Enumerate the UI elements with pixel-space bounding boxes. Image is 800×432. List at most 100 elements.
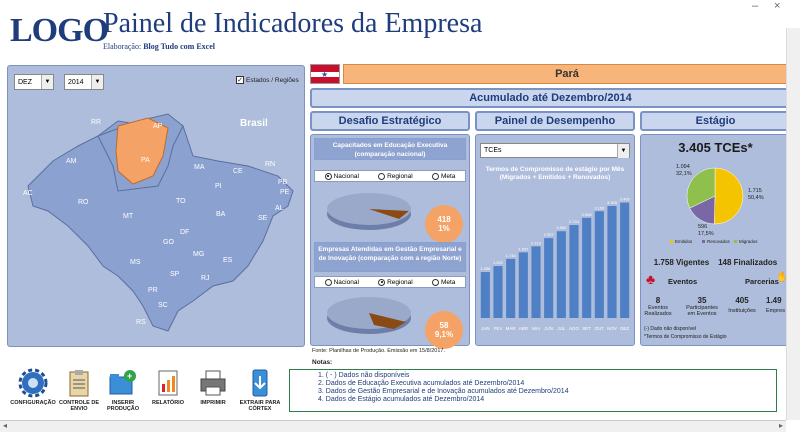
minimize-button[interactable]: – — [752, 0, 759, 12]
card2-radio-nacional[interactable]: Nacional — [324, 278, 359, 286]
state-label-sc[interactable]: SC — [158, 302, 168, 309]
state-label-mt[interactable]: MT — [123, 213, 134, 220]
participantes-label: Participantes em Eventos — [686, 305, 718, 317]
country-label: Brasil — [240, 118, 268, 129]
state-label-mg[interactable]: MG — [193, 251, 204, 258]
state-label-ap[interactable]: AP — [153, 123, 163, 130]
state-label-pi[interactable]: PI — [215, 183, 222, 190]
state-label-go[interactable]: GO — [163, 239, 174, 246]
radio-icon[interactable] — [431, 278, 439, 286]
x-tick-label: SET — [582, 326, 591, 331]
state-label-ac[interactable]: AC — [23, 190, 33, 197]
state-label-ma[interactable]: MA — [194, 164, 205, 171]
notes-label: Notas: — [312, 359, 333, 366]
legend-swatch — [734, 240, 737, 243]
x-tick-label: JUN — [544, 326, 553, 331]
inserir-producao-button[interactable]: + INSERIR PRODUÇÃO — [102, 368, 144, 412]
radio-label: Meta — [440, 172, 456, 180]
toolbar-label: EXTRAIR PARA CÓRTEX — [239, 400, 281, 412]
extrair-cortex-button[interactable]: EXTRAIR PARA CÓRTEX — [238, 368, 282, 412]
state-label-ba[interactable]: BA — [216, 211, 226, 218]
controle-envio-button[interactable]: CONTROLE DE ENVIO — [58, 368, 100, 412]
card2-pct: 9,1% — [434, 330, 454, 339]
chevron-down-icon[interactable]: ▼ — [617, 144, 629, 158]
state-label-es[interactable]: ES — [223, 257, 233, 264]
x-tick-label: AGO — [569, 326, 580, 331]
card2-radio-meta[interactable]: Meta — [431, 278, 455, 286]
pie-value-label: 596 — [698, 224, 707, 230]
radio-icon[interactable] — [431, 172, 439, 180]
empresas: 1.49 — [766, 296, 782, 305]
bar-value-label: 1.744 — [506, 253, 517, 258]
period-banner: Acumulado até Dezembro/2014 — [310, 88, 791, 108]
state-label-pa[interactable]: PA — [141, 157, 150, 164]
close-button[interactable]: × — [774, 0, 781, 12]
chevron-down-icon[interactable]: ▼ — [41, 75, 53, 89]
section-painel: Painel de Desempenho — [475, 111, 635, 131]
pie-slice-emitidos — [714, 167, 744, 225]
notes-box: 1. ( - ) Dados não disponíveis 2. Dados … — [289, 369, 777, 412]
state-label-rn[interactable]: RN — [265, 161, 275, 168]
configuracao-button[interactable]: CONFIGURAÇÃO — [10, 368, 56, 406]
state-label-sp[interactable]: SP — [170, 271, 180, 278]
chevron-down-icon[interactable]: ▼ — [91, 75, 103, 89]
bar-ago — [569, 225, 579, 318]
bar-value-label: 3.305 — [607, 200, 618, 205]
radio-icon[interactable] — [378, 172, 386, 180]
horizontal-scrollbar[interactable]: ◂ ▸ — [0, 420, 786, 432]
section-estagio: Estágio — [640, 111, 791, 131]
section-desafio: Desafio Estratégico — [310, 111, 470, 131]
scroll-right-icon[interactable]: ▸ — [778, 421, 783, 430]
pie-slice-migrados — [686, 167, 716, 209]
events-icon: ♣ — [646, 271, 656, 287]
state-label-rj[interactable]: RJ — [201, 275, 210, 282]
radio-selected-icon[interactable] — [378, 278, 386, 286]
tce-status: 1.758 Vigentes 148 Finalizados — [640, 258, 791, 267]
radio-icon[interactable] — [324, 278, 332, 286]
relatorio-button[interactable]: RELATÓRIO — [148, 368, 188, 406]
states-regions-checkbox[interactable]: ✓ Estados / Regiões — [236, 76, 299, 84]
state-label-ro[interactable]: RO — [78, 199, 89, 206]
state-pa-shape[interactable] — [115, 117, 169, 185]
bar-chart-title: Termos de Compromisso de estágio por Mês… — [485, 166, 625, 181]
bar-nov — [607, 205, 617, 318]
scroll-left-icon[interactable]: ◂ — [3, 421, 8, 430]
clipboard-icon — [69, 370, 89, 397]
pie-pct-label: 50,4% — [748, 195, 764, 201]
card1-radio-regional[interactable]: Regional — [378, 172, 413, 180]
state-label-rr[interactable]: RR — [91, 119, 101, 126]
subtitle-prefix: Elaboração: — [103, 42, 142, 51]
handshake-icon: ✋ — [776, 272, 789, 283]
vigentes: 1.758 Vigentes — [653, 258, 710, 267]
imprimir-button[interactable]: IMPRIMIR — [192, 368, 234, 406]
checkbox-checked-icon[interactable]: ✓ — [236, 76, 244, 84]
state-label-rs[interactable]: RS — [136, 319, 146, 326]
state-label-pe[interactable]: PE — [280, 189, 290, 196]
state-label-se[interactable]: SE — [258, 215, 268, 222]
state-label-ms[interactable]: MS — [130, 259, 141, 266]
state-label-al[interactable]: AL — [275, 205, 284, 212]
x-tick-label: MAI — [532, 326, 540, 331]
bar-abr — [518, 252, 528, 318]
toolbar-label: CONTROLE DE ENVIO — [58, 400, 100, 412]
year-select[interactable]: 2014 ▼ — [64, 74, 104, 90]
state-label-df[interactable]: DF — [180, 229, 189, 236]
card1-radio-meta[interactable]: Meta — [431, 172, 456, 180]
state-label-pb[interactable]: PB — [278, 179, 288, 186]
state-label-ce[interactable]: CE — [233, 168, 243, 175]
x-tick-label: MAR — [506, 326, 517, 331]
radio-selected-icon[interactable] — [324, 172, 332, 180]
card2-radio-regional[interactable]: Regional — [378, 278, 413, 286]
brazil-map[interactable]: PA RR AP AM MA CE RN PB PE AL SE PI TO B… — [8, 66, 306, 348]
vertical-scrollbar[interactable] — [786, 28, 800, 420]
bar-out — [594, 211, 604, 318]
state-label-am[interactable]: AM — [66, 158, 77, 165]
state-label-to[interactable]: TO — [176, 198, 186, 205]
state-label-pr[interactable]: PR — [148, 287, 158, 294]
card2-value-badge: 58 9,1% — [425, 311, 463, 349]
x-tick-label: FEV — [494, 326, 503, 331]
month-select[interactable]: DEZ ▼ — [14, 74, 54, 90]
indicator-select[interactable]: TCEs ▼ — [480, 143, 630, 158]
card1-radio-nacional[interactable]: Nacional — [324, 172, 359, 180]
